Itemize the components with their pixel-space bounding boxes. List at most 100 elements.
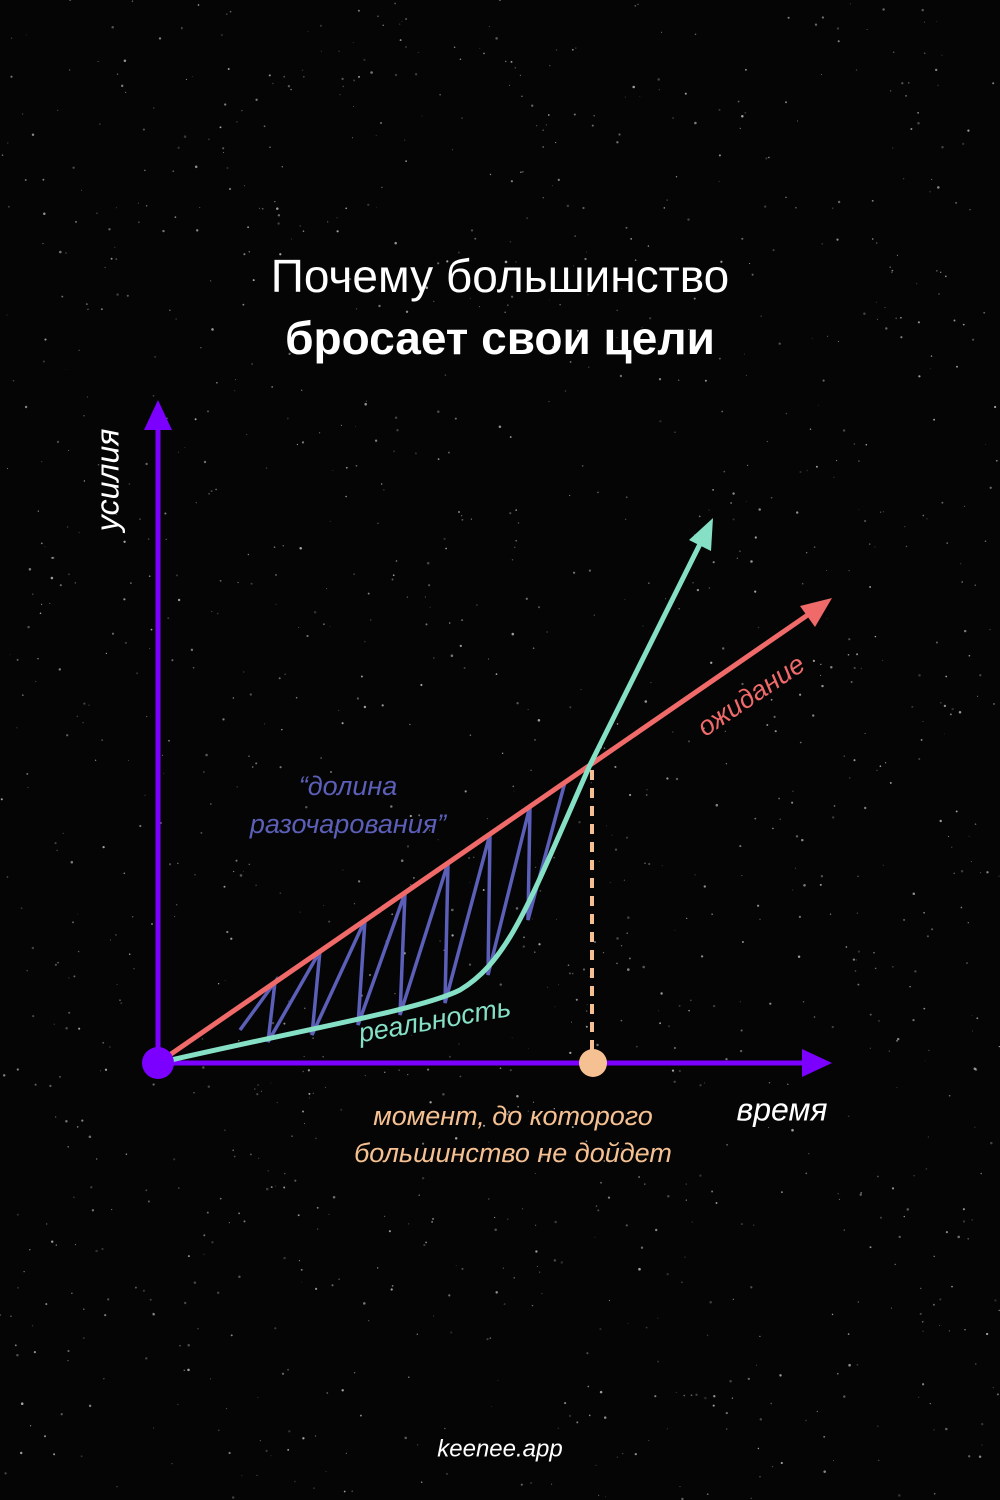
star [853,666,856,669]
star [587,294,589,296]
star [647,245,650,247]
star [796,511,799,514]
star [255,762,258,765]
star [147,538,150,540]
star [910,128,913,130]
star [197,4,200,6]
star [848,1363,851,1367]
star [639,96,641,97]
star [757,1447,760,1450]
star [644,862,646,864]
star [345,207,348,210]
star [513,1277,515,1279]
star [756,904,760,907]
star [679,1486,681,1487]
star [989,486,992,489]
star [778,797,780,800]
star [975,1363,977,1365]
star [827,335,829,337]
star [703,727,705,730]
star [673,1046,676,1050]
star [684,1256,686,1258]
star [459,1075,462,1078]
star [558,984,560,986]
star [283,1022,286,1025]
star [494,1228,497,1231]
star [868,543,871,545]
star [323,623,325,625]
star [301,389,303,391]
star [283,1186,286,1189]
star [243,1220,246,1223]
star [831,816,835,819]
star [76,1126,79,1128]
star [763,205,767,208]
star [252,279,255,282]
star [879,765,882,768]
star [203,460,207,464]
star [123,872,126,875]
star [272,82,274,85]
star [820,674,822,676]
star [392,574,395,577]
star [187,1343,190,1347]
star [377,15,379,18]
star [177,862,179,864]
star [745,374,748,377]
star [892,147,894,149]
star [329,625,331,627]
star [109,1046,111,1048]
star [782,1104,785,1107]
star [614,848,618,851]
star [586,1004,588,1006]
star [962,1220,966,1223]
star [772,249,775,252]
star [830,666,833,669]
star [404,1436,407,1440]
star [879,1216,882,1219]
star [145,1189,148,1192]
star [515,1120,518,1123]
star [657,1360,660,1363]
star [517,522,520,524]
star [26,970,28,972]
star [384,1071,386,1073]
star [319,24,322,27]
star [78,1027,81,1030]
star [718,154,721,157]
star [539,890,542,892]
star [232,1149,234,1152]
star [932,1303,935,1306]
star [97,464,100,466]
star [732,1298,734,1300]
star [924,1060,926,1062]
star [924,21,926,23]
reality-arrow [689,518,713,551]
star [896,1087,898,1089]
star [709,661,713,665]
star [632,85,635,89]
star [76,715,78,717]
star [209,1378,212,1380]
star [685,1183,687,1185]
star [801,582,804,585]
star [515,509,518,511]
star [294,1179,297,1182]
star [666,1428,668,1430]
star [37,657,39,660]
star [184,1301,187,1305]
star [509,84,510,86]
star [792,790,794,793]
star [248,755,250,758]
star [616,962,618,965]
star [104,266,106,268]
star [637,3,639,5]
star [971,1014,973,1016]
star [624,598,626,601]
star [922,720,924,722]
star [801,838,804,842]
star [570,1021,573,1023]
star [509,512,512,515]
star [169,309,171,311]
star [7,468,8,469]
